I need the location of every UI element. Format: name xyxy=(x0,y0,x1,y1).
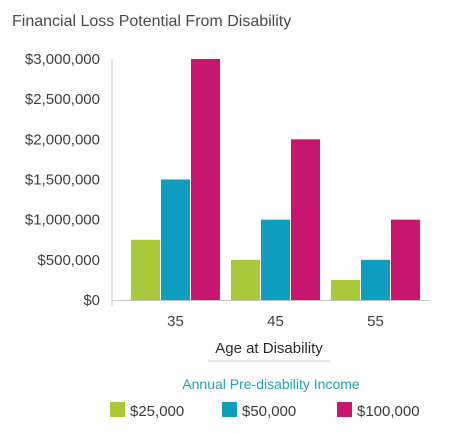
y-tick-label: $0 xyxy=(83,292,100,309)
legend-title: Annual Pre-disability Income xyxy=(182,376,360,392)
y-tick-label: $3,000,000 xyxy=(25,51,100,68)
bar xyxy=(161,179,190,300)
y-tick-label: $1,500,000 xyxy=(25,172,100,189)
bar xyxy=(331,279,360,300)
bar xyxy=(391,219,420,300)
x-tick-label: 35 xyxy=(167,313,184,330)
chart-title: Financial Loss Potential From Disability xyxy=(12,13,291,30)
bar xyxy=(131,239,160,300)
y-tick-label: $500,000 xyxy=(37,252,100,269)
y-tick-label: $2,000,000 xyxy=(25,131,100,148)
y-tick-label: $2,500,000 xyxy=(25,91,100,108)
legend-label: $50,000 xyxy=(242,403,296,420)
legend-swatch xyxy=(222,402,237,417)
plot-area: $0 $500,000 $1,000,000 $1,500,000 $2,000,000… xyxy=(25,51,430,362)
bar xyxy=(261,219,290,300)
y-tick-label: $1,000,000 xyxy=(25,212,100,229)
x-tick-label: 55 xyxy=(367,313,384,330)
x-tick-label: 45 xyxy=(267,313,284,330)
legend: $25,000 $50,000 $100,000 xyxy=(110,402,420,420)
legend-label: $100,000 xyxy=(357,403,420,420)
bar xyxy=(291,139,320,300)
bar xyxy=(361,259,390,300)
legend-swatch xyxy=(337,402,352,417)
bar xyxy=(231,259,260,300)
x-axis-title: Age at Disability xyxy=(215,340,323,357)
legend-label: $25,000 xyxy=(130,403,184,420)
legend-swatch xyxy=(110,402,125,417)
bar xyxy=(191,59,220,300)
